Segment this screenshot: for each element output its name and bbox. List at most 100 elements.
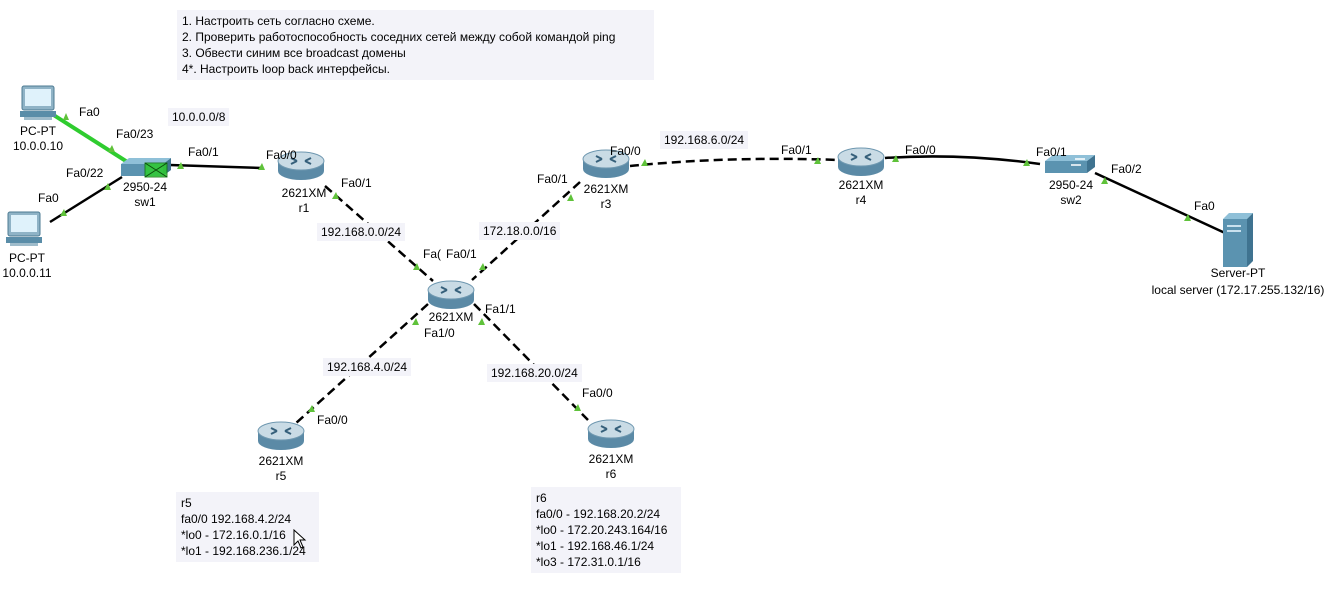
- device-model-label: 2621XM: [281, 186, 327, 200]
- port-label: Fa0/1: [781, 143, 812, 157]
- device-model-label: 2621XM: [258, 454, 304, 468]
- r6-config-note: r6 fa0/0 - 192.168.20.2/24 *lo0 - 172.20…: [531, 487, 681, 573]
- server-icon[interactable]: [1223, 213, 1253, 267]
- network-label: 192.168.20.0/24: [487, 364, 582, 382]
- router-icon[interactable]: [587, 419, 635, 449]
- port-indicator: [108, 145, 115, 152]
- device-ip-label: 10.0.0.10: [12, 139, 64, 153]
- task-line: 1. Настроить сеть согласно схеме.: [182, 14, 375, 28]
- port-indicator: [63, 113, 69, 120]
- note-line: *lo3 - 172.31.0.1/16: [536, 555, 641, 569]
- router-icon[interactable]: [837, 147, 885, 177]
- port-label: Fa0: [79, 105, 100, 119]
- network-label: 172.18.0.0/16: [479, 222, 561, 240]
- device-model-label: 2621XM: [588, 452, 634, 466]
- link-pc1-sw1[interactable]: [50, 112, 142, 172]
- device-name-label: r1: [298, 201, 310, 215]
- link-sw2-server[interactable]: [1094, 171, 1226, 235]
- device-model-label: 2950-24: [122, 180, 168, 194]
- port-label: Fa0/1: [537, 172, 568, 186]
- port-indicator: [641, 159, 648, 166]
- link-r3-r4[interactable]: [629, 157, 841, 168]
- port-indicator: [258, 163, 265, 170]
- note-line: fa0/0 192.168.4.2/24: [181, 512, 292, 526]
- device-name-label: r3: [600, 197, 612, 211]
- port-indicator: [479, 263, 486, 270]
- device-ip-label: 10.0.0.11: [2, 266, 52, 280]
- tasks-note: 1. Настроить сеть согласно схеме. 2. Про…: [177, 10, 654, 80]
- network-label: 10.0.0.0/8: [168, 108, 230, 126]
- task-line: 4*. Настроить loop back интерфейсы.: [182, 62, 390, 76]
- port-label: Fa0/1: [188, 145, 219, 159]
- port-indicator: [1101, 177, 1108, 184]
- device-name-label: sw1: [134, 195, 156, 209]
- device-name-label: r6: [605, 467, 617, 481]
- port-indicator: [413, 263, 420, 270]
- network-label: 192.168.0.0/24: [317, 223, 406, 241]
- pc-icon[interactable]: [6, 211, 42, 246]
- port-label: Fa0: [1194, 199, 1215, 213]
- note-line: *lo0 - 172.16.0.1/16: [181, 528, 286, 542]
- network-label: 192.168.4.0/24: [323, 358, 412, 376]
- port-indicator: [412, 318, 419, 325]
- note-line: *lo0 - 172.20.243.164/16: [536, 523, 668, 537]
- device-name-label: sw2: [1060, 193, 1082, 207]
- port-label: Fa0/0: [610, 144, 641, 158]
- device-name-label: local server (172.17.255.132/16): [1151, 283, 1325, 297]
- device-type-label: PC-PT: [20, 124, 56, 138]
- device-name-label: r5: [275, 469, 287, 483]
- port-label: Fa0/2: [1111, 162, 1142, 176]
- task-line: 3. Обвести синим все broadcast домены: [182, 46, 406, 60]
- port-label: Fa1/1: [485, 302, 516, 316]
- port-indicator: [1023, 159, 1030, 166]
- port-label: Fa0/0: [905, 143, 936, 157]
- switch-icon[interactable]: [1045, 155, 1095, 173]
- port-label: Fa0/0: [317, 413, 348, 427]
- device-model-label: 2621XM: [583, 182, 629, 196]
- port-label: Fa0: [38, 191, 59, 205]
- note-line: r5: [181, 496, 192, 510]
- port-indicator: [332, 192, 339, 199]
- device-type-label: Server-PT: [1210, 266, 1266, 280]
- link-r4-sw2[interactable]: [884, 155, 1041, 166]
- port-indicator: [574, 404, 581, 411]
- port-label: Fa0/1: [341, 176, 372, 190]
- mouse-cursor-icon: [293, 529, 307, 549]
- link-sw1-r1[interactable]: [169, 163, 263, 170]
- pc-icon[interactable]: [20, 85, 56, 120]
- device-model-label: 2950-24: [1048, 178, 1094, 192]
- port-indicator: [814, 157, 821, 164]
- switch-icon[interactable]: [121, 158, 171, 178]
- port-indicator: [177, 162, 184, 169]
- port-label: Fa1/0: [424, 326, 455, 340]
- note-line: fa0/0 - 192.168.20.2/24: [536, 507, 661, 521]
- r5-config-note: r5 fa0/0 192.168.4.2/24 *lo0 - 172.16.0.…: [176, 492, 319, 562]
- port-indicators: [60, 113, 1191, 412]
- port-label: Fa0/0: [582, 386, 613, 400]
- port-indicator: [60, 209, 67, 216]
- port-indicator: [104, 183, 111, 190]
- router-icon[interactable]: [257, 421, 305, 451]
- link-hub-r6[interactable]: [473, 303, 589, 421]
- port-label: Fa0/0: [266, 148, 297, 162]
- note-line: *lo1 - 192.168.236.1/24: [181, 544, 306, 558]
- port-label: Fa0/1: [1036, 145, 1067, 159]
- port-label: Fa0/22: [66, 166, 104, 180]
- port-label: Fa0/23: [116, 127, 154, 141]
- port-label: Fa0/1: [446, 247, 477, 261]
- task-line: 2. Проверить работоспособность соседних …: [182, 30, 616, 44]
- port-indicator: [308, 405, 315, 412]
- port-indicator: [478, 318, 485, 325]
- device-name-label: r4: [855, 193, 867, 207]
- port-label: Fa(: [423, 247, 441, 261]
- network-label: 192.168.6.0/24: [660, 131, 749, 149]
- port-indicator: [892, 155, 899, 162]
- note-line: r6: [536, 491, 547, 505]
- device-model-label: 2621XM: [838, 178, 884, 192]
- note-line: *lo1 - 192.168.46.1/24: [536, 539, 655, 553]
- device-model-label: 2621XM: [428, 310, 474, 324]
- router-icon[interactable]: [427, 280, 475, 310]
- device-type-label: PC-PT: [9, 251, 45, 265]
- port-indicator: [1184, 214, 1191, 221]
